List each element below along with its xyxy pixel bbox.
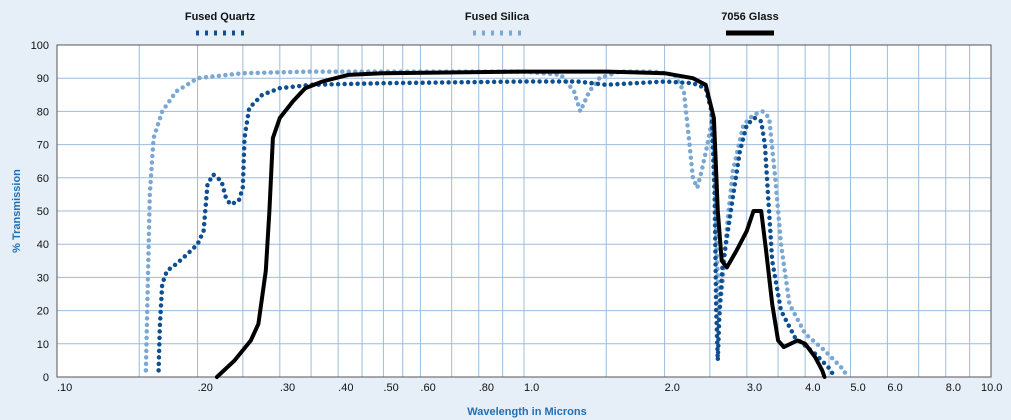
series-line-7056-glass: [214, 69, 827, 379]
x-tick-label: 1.0: [524, 382, 539, 394]
x-tick-label: .60: [420, 382, 435, 394]
y-tick-label: 80: [37, 106, 49, 118]
x-tick-label: 3.0: [747, 382, 762, 394]
plot-frame: [56, 44, 992, 378]
x-axis-title: Wavelength in Microns: [467, 406, 586, 418]
x-tick-label: 6.0: [887, 382, 902, 394]
x-tick-label: .10: [57, 382, 72, 394]
x-tick-label: 10.0: [981, 382, 1002, 394]
axis-layer: 0 10 20 30 40 50 60 70 80 90 100 .10 .20 .30 .40 .50 .60…: [31, 40, 1003, 394]
legend: Fused Quartz Fused Silica 7056 Glass: [185, 11, 779, 36]
grid-layer: [56, 44, 992, 378]
legend-label: Fused Quartz: [185, 11, 256, 23]
x-tick-label: 8.0: [946, 382, 961, 394]
x-tick-label: 4.0: [805, 382, 820, 394]
y-axis-title: % Transmission: [11, 169, 23, 253]
y-tick-label: 0: [43, 372, 49, 384]
y-tick-label: 30: [37, 272, 49, 284]
series-layer: [143, 69, 849, 380]
x-tick-label: .40: [338, 382, 353, 394]
x-tick-label: 2.0: [665, 382, 680, 394]
series-line-fused-quartz: [156, 79, 836, 380]
y-tick-label: 70: [37, 140, 49, 152]
x-tick-label: .80: [479, 382, 494, 394]
y-tick-label: 100: [31, 40, 49, 52]
y-tick-label: 90: [37, 73, 49, 85]
x-tick-label: .20: [198, 382, 213, 394]
y-tick-label: 50: [37, 206, 49, 218]
series-line-fused-silica: [143, 69, 849, 380]
y-tick-label: 20: [37, 306, 49, 318]
x-tick-label: .30: [280, 382, 295, 394]
legend-label: Fused Silica: [465, 11, 530, 23]
x-tick-label: .50: [383, 382, 398, 394]
x-tick-label: 5.0: [850, 382, 865, 394]
y-tick-label: 60: [37, 173, 49, 185]
y-tick-label: 40: [37, 239, 49, 251]
y-tick-label: 10: [37, 339, 49, 351]
legend-label: 7056 Glass: [721, 11, 779, 23]
